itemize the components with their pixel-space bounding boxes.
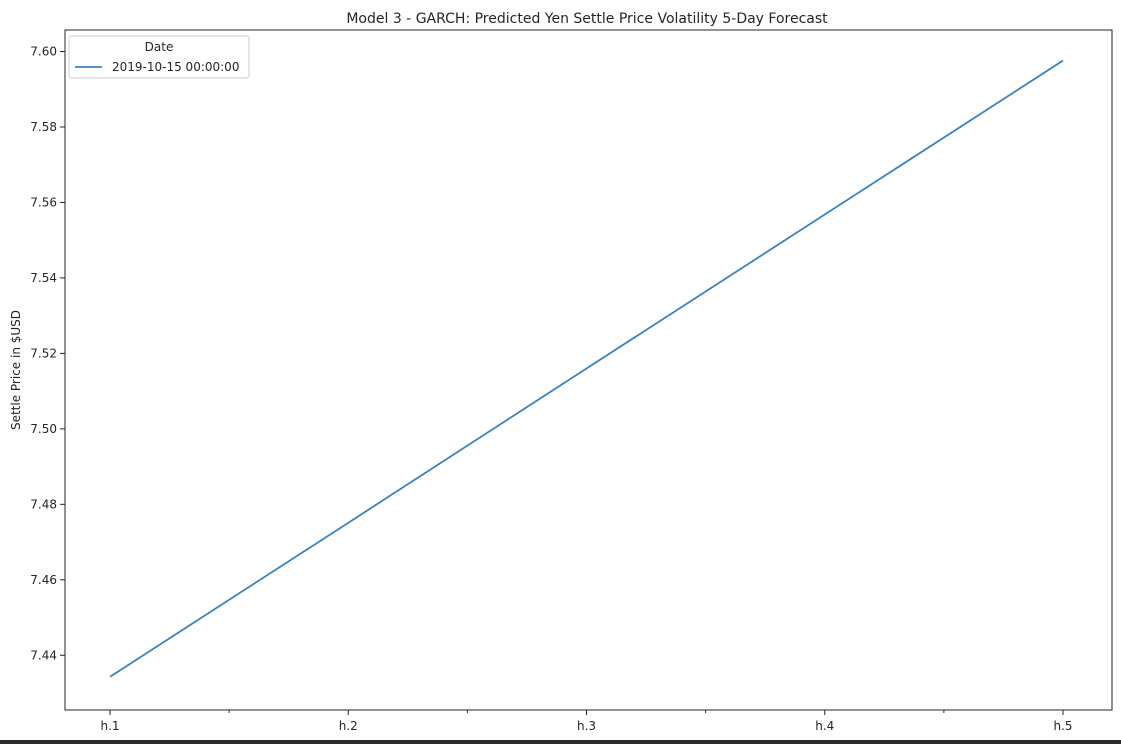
series-layer <box>109 59 1064 678</box>
x-tick-label: h.4 <box>815 719 834 733</box>
x-tick-label: h.5 <box>1053 719 1072 733</box>
y-axis-title: Settle Price in $USD <box>9 310 23 430</box>
series-line <box>109 59 1064 678</box>
axes-frame <box>64 29 1113 711</box>
legend-entry-label: 2019-10-15 00:00:00 <box>112 60 239 74</box>
y-tick-label: 7.60 <box>30 45 57 59</box>
y-tick-label: 7.48 <box>30 497 57 511</box>
x-tick-label: h.3 <box>577 719 596 733</box>
legend-title: Date <box>145 40 174 54</box>
y-tick-label: 7.54 <box>30 271 57 285</box>
y-tick-label: 7.44 <box>30 648 57 662</box>
chart-title: Model 3 - GARCH: Predicted Yen Settle Pr… <box>346 11 828 27</box>
y-tick-label: 7.46 <box>30 573 57 587</box>
y-tick-label: 7.52 <box>30 346 57 360</box>
legend: Date 2019-10-15 00:00:00 <box>68 35 250 79</box>
legend-box <box>68 35 250 79</box>
y-tick-label: 7.50 <box>30 422 57 436</box>
y-tick-label: 7.56 <box>30 195 57 209</box>
y-tick-label: 7.58 <box>30 120 57 134</box>
x-tick-label: h.2 <box>339 719 358 733</box>
y-axis: 7.44 7.46 7.48 7.50 7.52 7.54 7.56 7.58 7.60 <box>30 45 65 662</box>
x-axis: h.1 h.2 h.3 h.4 h.5 <box>100 710 1073 733</box>
x-tick-label: h.1 <box>100 719 119 733</box>
